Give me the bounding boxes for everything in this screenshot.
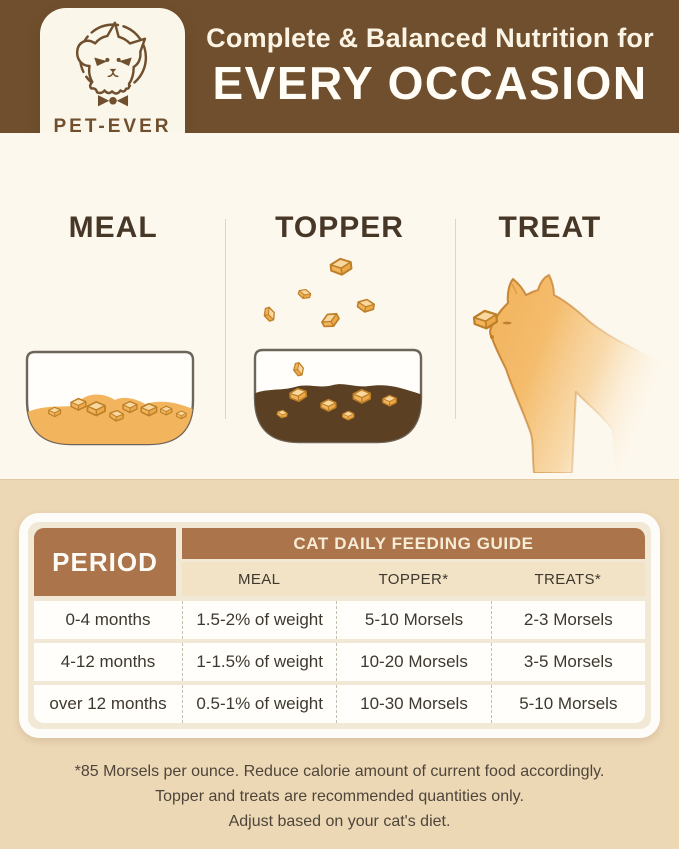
usage-headings: MEAL TOPPER TREAT xyxy=(0,211,679,245)
page-title: EVERY OCCASION xyxy=(212,57,648,109)
guide-table-title: CAT DAILY FEEDING GUIDE xyxy=(182,528,645,559)
table-row-period: over 12 months xyxy=(34,685,182,723)
table-row-period: 4-12 months xyxy=(34,643,182,681)
column-header-topper: TOPPER* xyxy=(336,562,491,596)
footnote-line: *85 Morsels per ounce. Reduce calorie am… xyxy=(74,763,605,780)
footnote-line: Topper and treats are recommended quanti… xyxy=(155,788,524,805)
table-cell-meal: 0.5-1% of weight xyxy=(182,685,337,723)
table-cell-topper: 10-30 Morsels xyxy=(336,685,491,723)
footnote-line: Adjust based on your cat's diet. xyxy=(228,813,451,830)
feeding-guide-table: PERIOD CAT DAILY FEEDING GUIDE MEAL TOPP… xyxy=(19,513,660,738)
table-cell-treats: 5-10 Morsels xyxy=(490,685,645,723)
usage-section: MEAL TOPPER TREAT xyxy=(0,133,679,479)
topper-bowl-illustration xyxy=(253,256,423,444)
table-cell-topper: 10-20 Morsels xyxy=(336,643,491,681)
treat-heading: TREAT xyxy=(498,211,602,244)
header-subtitle: Complete & Balanced Nutrition for xyxy=(206,23,654,53)
cat-face-logo-icon xyxy=(75,21,147,107)
feeding-guide-section: PERIOD CAT DAILY FEEDING GUIDE MEAL TOPP… xyxy=(0,479,679,849)
table-cell-topper: 5-10 Morsels xyxy=(336,601,491,639)
brand-name: PET-EVER xyxy=(53,116,172,137)
table-cell-meal: 1.5-2% of weight xyxy=(182,601,337,639)
column-divider xyxy=(225,219,226,419)
table-row-period: 0-4 months xyxy=(34,601,182,639)
column-header-treats: TREATS* xyxy=(490,562,645,596)
topper-heading: TOPPER xyxy=(275,211,404,244)
footnotes: *85 Morsels per ounce. Reduce calorie am… xyxy=(0,759,679,834)
meal-bowl-illustration xyxy=(25,350,195,446)
header-titles: Complete & Balanced Nutrition for EVERY … xyxy=(195,0,665,133)
table-cell-meal: 1-1.5% of weight xyxy=(182,643,337,681)
table-cell-treats: 2-3 Morsels xyxy=(490,601,645,639)
meal-heading: MEAL xyxy=(68,211,158,244)
column-header-meal: MEAL xyxy=(182,562,337,596)
column-divider xyxy=(455,219,456,419)
period-column-header: PERIOD xyxy=(34,528,176,596)
table-cell-treats: 3-5 Morsels xyxy=(490,643,645,681)
treat-cat-illustration xyxy=(472,274,679,473)
